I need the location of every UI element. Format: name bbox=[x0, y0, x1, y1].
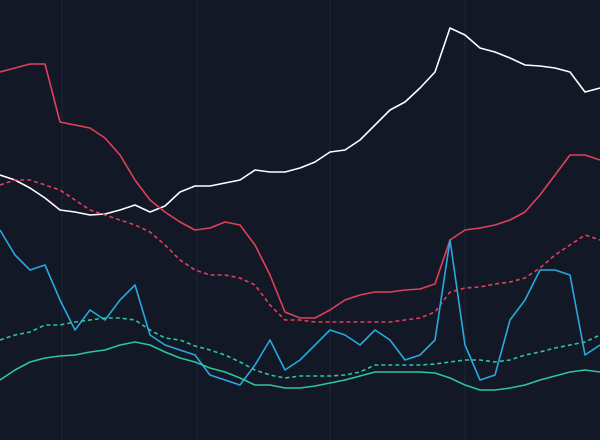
series-line bbox=[0, 63, 600, 319]
series-line bbox=[0, 317, 600, 379]
series-line bbox=[0, 229, 600, 386]
series-line bbox=[0, 179, 600, 323]
series-line bbox=[0, 27, 600, 216]
series-line bbox=[0, 341, 600, 391]
